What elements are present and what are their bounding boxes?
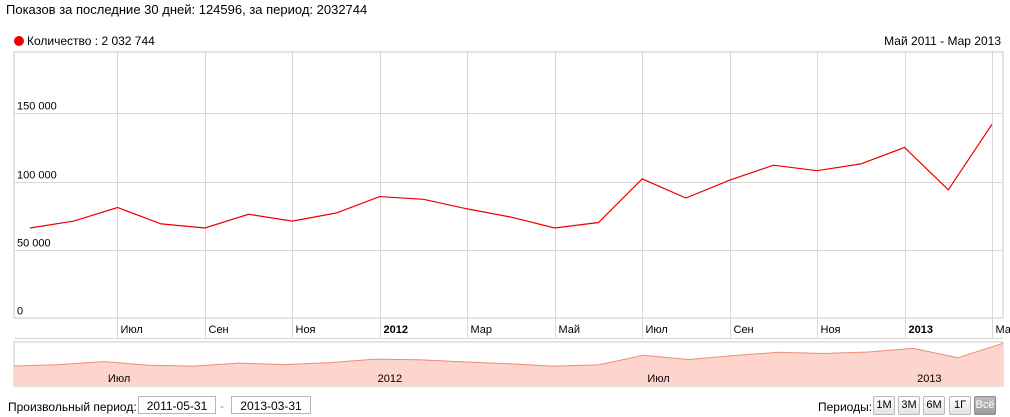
data-point[interactable] xyxy=(377,194,382,199)
data-point[interactable] xyxy=(290,219,295,224)
x-tick-label: Мар xyxy=(996,324,1010,336)
y-tick-label: 50 000 xyxy=(17,238,51,250)
data-point[interactable] xyxy=(28,226,33,231)
period-button-1y[interactable]: 1Г xyxy=(949,396,971,415)
period-button-3m[interactable]: 3М xyxy=(898,396,920,415)
data-point[interactable] xyxy=(596,220,601,225)
x-tick-label: Июл xyxy=(646,324,668,336)
y-tick-label: 0 xyxy=(17,306,23,318)
data-point[interactable] xyxy=(246,212,251,217)
data-point[interactable] xyxy=(815,168,820,173)
data-point[interactable] xyxy=(202,226,207,231)
legend[interactable]: Количество : 2 032 744 xyxy=(14,34,155,48)
y-tick-label: 150 000 xyxy=(17,101,57,113)
data-point[interactable] xyxy=(552,226,557,231)
periods-label: Периоды: xyxy=(818,400,873,414)
y-axis: 0 50 000 100 000 150 000 xyxy=(17,101,57,318)
navigator-label: 2013 xyxy=(917,373,941,385)
navigator-label: Июл xyxy=(108,373,130,385)
range-label: Май 2011 - Мар 2013 xyxy=(884,34,1001,48)
data-point[interactable] xyxy=(902,145,907,150)
plot-frame xyxy=(13,51,1004,319)
x-tick-label: Мар xyxy=(471,324,493,336)
data-point[interactable] xyxy=(858,161,863,166)
data-point[interactable] xyxy=(71,219,76,224)
x-tick-label: Сен xyxy=(734,324,754,336)
data-point[interactable] xyxy=(115,205,120,210)
data-point[interactable] xyxy=(727,178,732,183)
data-point[interactable] xyxy=(683,196,688,201)
legend-dot-icon xyxy=(14,36,24,46)
data-point[interactable] xyxy=(946,187,951,192)
data-point[interactable] xyxy=(465,206,470,211)
x-axis: Июл Сен Ноя 2012 Мар Май Июл Сен Ноя 2013 Мар xyxy=(121,324,1010,336)
data-point[interactable] xyxy=(771,163,776,168)
series-line[interactable] xyxy=(29,123,993,229)
data-point[interactable] xyxy=(509,215,514,220)
summary-text: Показов за последние 30 дней: 124596, за… xyxy=(6,2,368,17)
navigator-label: Июл xyxy=(647,373,669,385)
custom-period-label: Произвольный период: xyxy=(8,400,137,414)
data-point[interactable] xyxy=(990,122,995,127)
x-tick-label: Ноя xyxy=(821,324,841,336)
data-point[interactable] xyxy=(421,197,426,202)
data-point[interactable] xyxy=(334,211,339,216)
x-tick-label: Ноя xyxy=(296,324,316,336)
date-separator: - xyxy=(220,399,224,413)
x-tick-label: 2012 xyxy=(384,324,408,336)
period-button-6m[interactable]: 6М xyxy=(923,396,945,415)
period-button-1m[interactable]: 1М xyxy=(873,396,895,415)
navigator: Июл 2012 Июл 2013 xyxy=(13,341,1004,387)
x-tick-label: Июл xyxy=(121,324,143,336)
line-chart[interactable]: 0 50 000 100 000 150 000 Июл Сен Ноя 2012 Мар Ма… xyxy=(0,0,1010,394)
period-button-all[interactable]: Всё xyxy=(974,396,996,415)
navigator-range-handle[interactable] xyxy=(14,342,1003,386)
x-tick-label: Сен xyxy=(209,324,229,336)
chart-grid xyxy=(13,51,1004,339)
x-tick-label: 2013 xyxy=(909,324,933,336)
navigator-line xyxy=(13,342,1004,367)
data-point[interactable] xyxy=(640,176,645,181)
series-layer xyxy=(28,122,995,231)
legend-label: Количество : 2 032 744 xyxy=(27,34,155,48)
x-tick-label: Май xyxy=(559,324,581,336)
data-point[interactable] xyxy=(159,221,164,226)
date-from-input[interactable]: 2011-05-31 xyxy=(138,396,216,414)
navigator-label: 2012 xyxy=(378,373,402,385)
date-to-input[interactable]: 2013-03-31 xyxy=(231,396,311,414)
controls-bar: Произвольный период: 2011-05-31 - 2013-0… xyxy=(0,394,1010,417)
y-tick-label: 100 000 xyxy=(17,170,57,182)
